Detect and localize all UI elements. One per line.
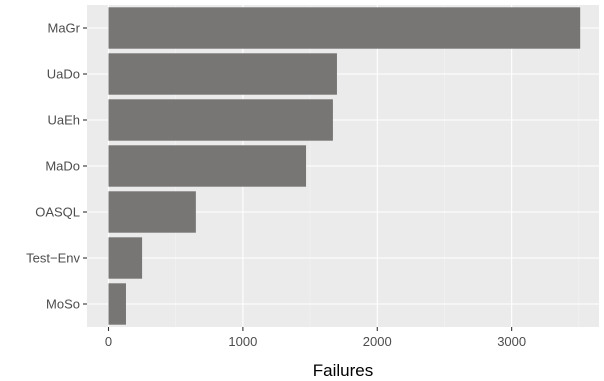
y-tick-label: Test−Env <box>26 251 80 266</box>
bar-3 <box>108 145 307 187</box>
y-tick-label: UaEh <box>47 113 80 128</box>
bar-0 <box>108 7 581 49</box>
bars <box>108 7 581 325</box>
x-axis: 0 1000 2000 3000 <box>105 327 526 349</box>
bar-2 <box>108 99 333 141</box>
y-tick-label: UaDo <box>47 67 80 82</box>
bar-4 <box>108 191 196 233</box>
y-tick-label: OASQL <box>35 205 80 220</box>
bar-1 <box>108 53 337 95</box>
y-tick-label: MaDo <box>45 159 80 174</box>
x-tick-label: 0 <box>105 334 112 349</box>
bar-5 <box>108 237 143 279</box>
y-axis: MaGr UaDo UaEh MaDo OASQL Test−Env MoSo <box>26 21 87 312</box>
bar-6 <box>108 283 126 325</box>
x-tick-label: 2000 <box>363 334 392 349</box>
x-tick-label: 1000 <box>228 334 257 349</box>
y-tick-label: MoSo <box>46 297 80 312</box>
y-tick-label: MaGr <box>48 21 81 36</box>
x-axis-title: Failures <box>313 361 373 380</box>
x-tick-label: 3000 <box>497 334 526 349</box>
